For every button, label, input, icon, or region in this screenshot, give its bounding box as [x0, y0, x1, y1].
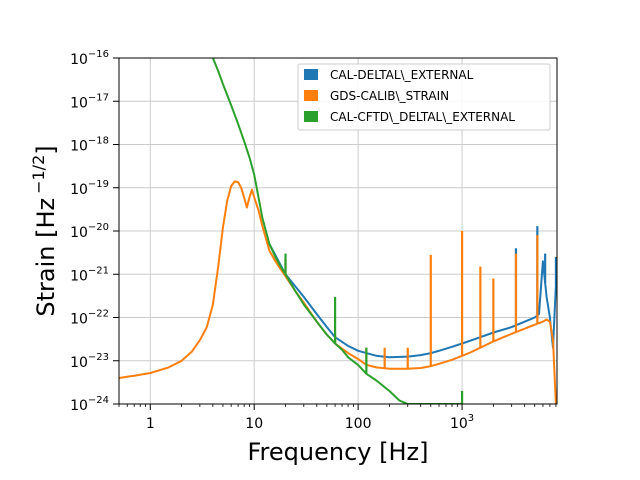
legend-swatch-0 — [304, 69, 318, 80]
series-line-0 — [268, 243, 557, 359]
legend-label-0: CAL-DELTAL\_EXTERNAL — [330, 68, 474, 82]
y-tick-label: 10−18 — [70, 136, 109, 155]
y-axis: 10−24 10−23 10−22 10−21 10−20 10−19 10−18 10−17… — [70, 49, 119, 414]
y-axis-label-exponent: −1/2 — [29, 155, 48, 194]
y-tick-label: 10−24 — [70, 395, 109, 414]
x-tick-label: 1 — [146, 416, 155, 432]
legend-box — [297, 63, 551, 131]
y-tick-label: 10−19 — [70, 179, 109, 198]
y-axis-label-close: ] — [32, 145, 60, 154]
y-tick-label: 10−22 — [70, 309, 109, 328]
series-layer — [119, 58, 557, 404]
x-tick-label: 103 — [450, 413, 474, 432]
y-tick-label: 10−21 — [70, 265, 109, 284]
legend: CAL-DELTAL\_EXTERNAL GDS-CALIB\_STRAIN C… — [297, 63, 551, 131]
y-axis-label-text: Strain [Hz — [32, 198, 60, 317]
x-axis: 1 10 100 103 — [118, 404, 557, 432]
x-tick-label: 100 — [345, 416, 372, 432]
legend-label-1: GDS-CALIB\_STRAIN — [330, 89, 449, 103]
x-tick-label: 10 — [245, 416, 263, 432]
series-line-2 — [211, 58, 463, 404]
legend-label-2: CAL-CFTD\_DELTAL\_EXTERNAL — [330, 110, 515, 124]
y-tick-label: 10−17 — [70, 92, 109, 111]
y-axis-label: Strain [Hz −1/2] — [29, 145, 60, 316]
x-axis-label: Frequency [Hz] — [248, 438, 429, 466]
y-tick-label: 10−16 — [70, 49, 109, 68]
legend-swatch-1 — [304, 90, 318, 101]
y-tick-label: 10−20 — [70, 222, 109, 241]
legend-swatch-2 — [304, 111, 318, 122]
y-tick-label: 10−23 — [70, 352, 109, 371]
